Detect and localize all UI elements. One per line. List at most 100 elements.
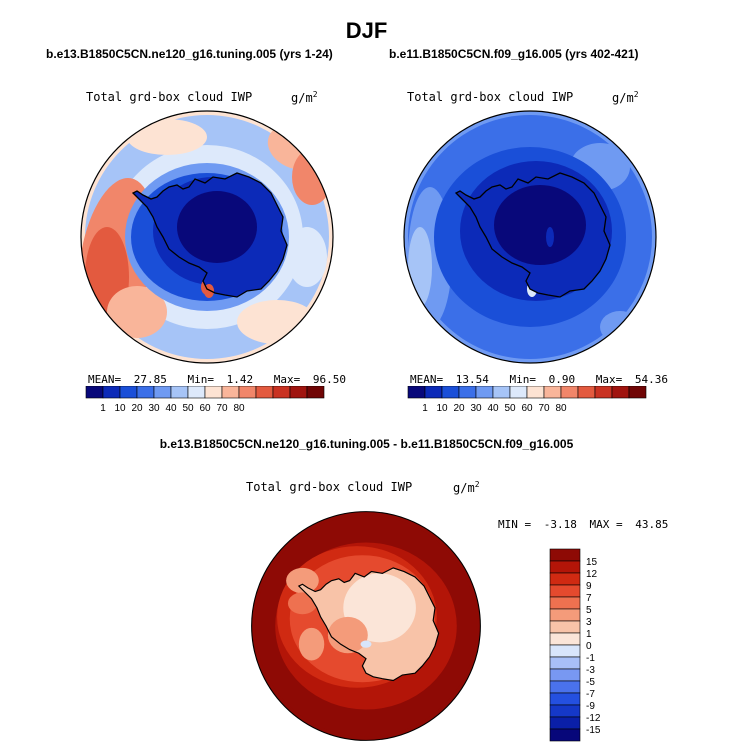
colorbar-box-9 — [560, 386, 579, 399]
colorbar-tick-label-10: -5 — [586, 677, 595, 688]
map-boundary — [80, 110, 334, 364]
colorbar-tick-label-5: 50 — [504, 403, 516, 414]
panel2-units-label: g/m2 — [612, 90, 639, 105]
colorbar-tick-label-1: 12 — [586, 569, 598, 580]
colorbar-tick-label-2: 20 — [131, 403, 143, 414]
antarctica-coastline — [131, 172, 288, 298]
colorbar-box-7 — [549, 632, 581, 646]
colorbar-box-6 — [187, 386, 206, 399]
panel3-case-title: b.e13.B1850C5CN.ne120_g16.tuning.005 - b… — [159, 437, 574, 451]
colorbar-tick-label-0: 1 — [100, 403, 106, 414]
land-patch-1 — [327, 616, 368, 654]
colorbar-box-2 — [441, 386, 460, 399]
panel2-mean-label: MEAN= — [410, 373, 444, 386]
colorbar-box-7 — [204, 386, 223, 399]
colorbar-tick-label-7: 70 — [538, 403, 550, 414]
panel1-max-value: 96.50 — [312, 373, 346, 386]
colorbar-box-5 — [492, 386, 511, 399]
panel3-units-label: g/m2 — [453, 480, 480, 495]
panel3-max-label: MAX = — [589, 518, 623, 531]
panel1-colorbar: 1 10 20 30 40 50 60 70 80 — [85, 386, 325, 414]
land-patch-2 — [360, 640, 372, 648]
panel2-min-label: Min= — [509, 373, 537, 386]
colorbar-tick-label-3: 30 — [470, 403, 482, 414]
colorbar-tick-label-1: 10 — [436, 403, 448, 414]
colorbar-box-1 — [424, 386, 443, 399]
colorbar-tick-label-8: -1 — [586, 653, 595, 664]
panel3-variable-label: Total grd-box cloud IWP — [246, 480, 413, 494]
colorbar-box-6 — [509, 386, 528, 399]
land-patch-1 — [546, 227, 554, 247]
colorbar-box-0 — [549, 548, 581, 562]
panel1-stats: MEAN= 27.85 Min= 1.42 Max= 96.50 — [88, 373, 346, 386]
field-patch-9 — [287, 227, 327, 287]
colorbar-tick-label-3: 7 — [586, 593, 592, 604]
colorbar-box-12 — [611, 386, 630, 399]
colorbar-box-10 — [577, 386, 596, 399]
panel1-max-label: Max= — [273, 373, 301, 386]
colorbar-box-9 — [549, 656, 581, 670]
field-patch-2 — [408, 227, 432, 307]
colorbar-box-8 — [549, 644, 581, 658]
colorbar-tick-label-1: 10 — [114, 403, 126, 414]
colorbar-box-2 — [119, 386, 138, 399]
panel2-stats: MEAN= 13.54 Min= 0.90 Max= 54.36 — [410, 373, 668, 386]
colorbar-tick-label-0: 15 — [586, 557, 598, 568]
colorbar-box-15 — [549, 728, 581, 742]
colorbar-tick-label-12: -9 — [586, 701, 595, 712]
colorbar-box-13 — [628, 386, 647, 399]
colorbar-tick-label-11: -7 — [586, 689, 595, 700]
colorbar-tick-label-7: 70 — [216, 403, 228, 414]
field-patch-5 — [287, 592, 317, 615]
panel3-min-label: MIN = — [498, 518, 532, 531]
colorbar-box-14 — [549, 716, 581, 730]
panel1-mean-label: MEAN= — [88, 373, 122, 386]
panel2-case-title: b.e11.B1850C5CN.f09_g16.005 (yrs 402-421… — [389, 47, 639, 61]
colorbar-tick-label-2: 20 — [453, 403, 465, 414]
map-boundary — [251, 511, 481, 741]
figure-title: DJF — [345, 18, 388, 43]
colorbar-box-10 — [549, 668, 581, 682]
colorbar-box-0 — [85, 386, 104, 399]
panel1-min-value: 1.42 — [226, 373, 254, 386]
field-patch-6 — [298, 627, 325, 661]
panel2-max-value: 54.36 — [634, 373, 668, 386]
panel1-map — [80, 110, 334, 364]
land-patch-0 — [494, 185, 586, 265]
map-field — [251, 511, 481, 741]
colorbar-box-13 — [306, 386, 325, 399]
colorbar-box-3 — [136, 386, 155, 399]
colorbar-box-5 — [549, 608, 581, 622]
panel1-units-label: g/m2 — [291, 90, 318, 105]
map-field — [81, 111, 333, 363]
colorbar-tick-label-6: 60 — [199, 403, 211, 414]
panel2-min-value: 0.90 — [548, 373, 576, 386]
field-patch-4 — [107, 286, 167, 338]
panel2-colorbar: 1 10 20 30 40 50 60 70 80 — [407, 386, 647, 414]
colorbar-box-11 — [594, 386, 613, 399]
colorbar-box-2 — [549, 572, 581, 586]
colorbar-tick-label-8: 80 — [555, 403, 567, 414]
colorbar-tick-label-4: 5 — [586, 605, 592, 616]
colorbar-box-12 — [549, 692, 581, 706]
colorbar-box-4 — [153, 386, 172, 399]
colorbar-box-8 — [221, 386, 240, 399]
colorbar-tick-label-2: 9 — [586, 581, 592, 592]
colorbar-tick-label-13: -12 — [586, 713, 601, 724]
colorbar-box-6 — [549, 620, 581, 634]
colorbar-tick-label-5: 50 — [182, 403, 194, 414]
map-field — [404, 111, 656, 363]
colorbar-box-12 — [289, 386, 308, 399]
colorbar-box-0 — [407, 386, 426, 399]
map-boundary — [403, 110, 657, 364]
colorbar-box-11 — [272, 386, 291, 399]
colorbar-box-3 — [458, 386, 477, 399]
colorbar-box-10 — [255, 386, 274, 399]
panel3-map — [251, 511, 481, 741]
colorbar-tick-label-14: -15 — [586, 725, 601, 736]
colorbar-box-13 — [549, 704, 581, 718]
field-patch-8 — [237, 300, 317, 344]
colorbar-tick-label-5: 3 — [586, 617, 592, 628]
colorbar-box-4 — [549, 596, 581, 610]
